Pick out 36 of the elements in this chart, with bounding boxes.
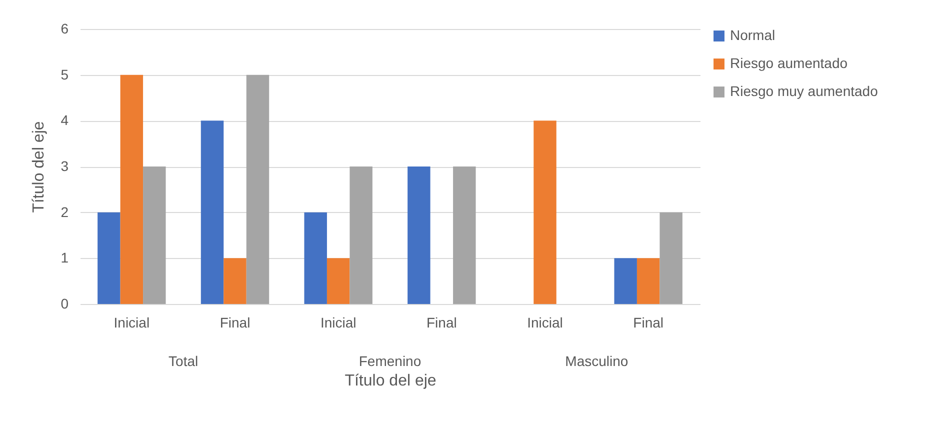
bar xyxy=(246,74,270,304)
y-axis-title: Título del eje xyxy=(30,121,48,213)
bar xyxy=(408,166,430,304)
text: Total xyxy=(168,353,198,369)
bar xyxy=(636,258,660,304)
text: Femenino xyxy=(358,353,422,369)
x-tick-label: Inicial xyxy=(527,314,563,330)
legend-label: Normal xyxy=(730,27,776,43)
bar xyxy=(120,74,144,304)
bar xyxy=(350,166,372,304)
legend-label: Riesgo aumentado xyxy=(730,55,848,71)
bar xyxy=(304,212,327,304)
x-tick-label: Inicial xyxy=(114,314,150,330)
y-tick-label: 6 xyxy=(60,20,69,36)
bar xyxy=(98,212,120,304)
y-tick-label: 3 xyxy=(60,158,69,174)
y-tick-label: 4 xyxy=(60,112,69,128)
legend-label: Riesgo muy aumentado xyxy=(730,83,878,99)
bar xyxy=(660,212,682,304)
bar xyxy=(200,120,224,304)
x-tick-label: Final xyxy=(633,314,664,330)
bar xyxy=(614,258,637,304)
y-tick-label: 5 xyxy=(60,66,69,82)
x-axis-title: Título del eje xyxy=(344,372,436,390)
bar xyxy=(534,120,556,304)
x-tick-label: Final xyxy=(220,314,250,330)
y-tick-label: 1 xyxy=(60,250,69,266)
y-tick-label: 0 xyxy=(60,296,69,312)
bar xyxy=(326,258,350,304)
x-tick-label: Inicial xyxy=(320,314,356,330)
bar xyxy=(453,166,476,304)
y-tick-label: 2 xyxy=(60,204,69,220)
text: Masculino xyxy=(565,353,628,369)
x-tick-label: Final xyxy=(426,314,457,330)
bar xyxy=(143,166,166,304)
bar xyxy=(224,258,246,304)
